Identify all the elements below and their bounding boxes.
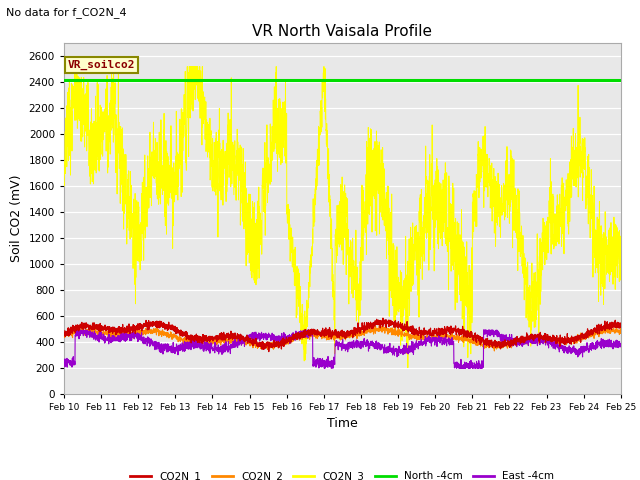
Text: VR_soilco2: VR_soilco2 xyxy=(68,60,135,71)
Y-axis label: Soil CO2 (mV): Soil CO2 (mV) xyxy=(10,175,23,262)
Title: VR North Vaisala Profile: VR North Vaisala Profile xyxy=(252,24,433,39)
Legend: CO2N_1, CO2N_2, CO2N_3, North -4cm, East -4cm: CO2N_1, CO2N_2, CO2N_3, North -4cm, East… xyxy=(126,467,559,480)
Text: No data for f_CO2N_4: No data for f_CO2N_4 xyxy=(6,7,127,18)
X-axis label: Time: Time xyxy=(327,417,358,430)
